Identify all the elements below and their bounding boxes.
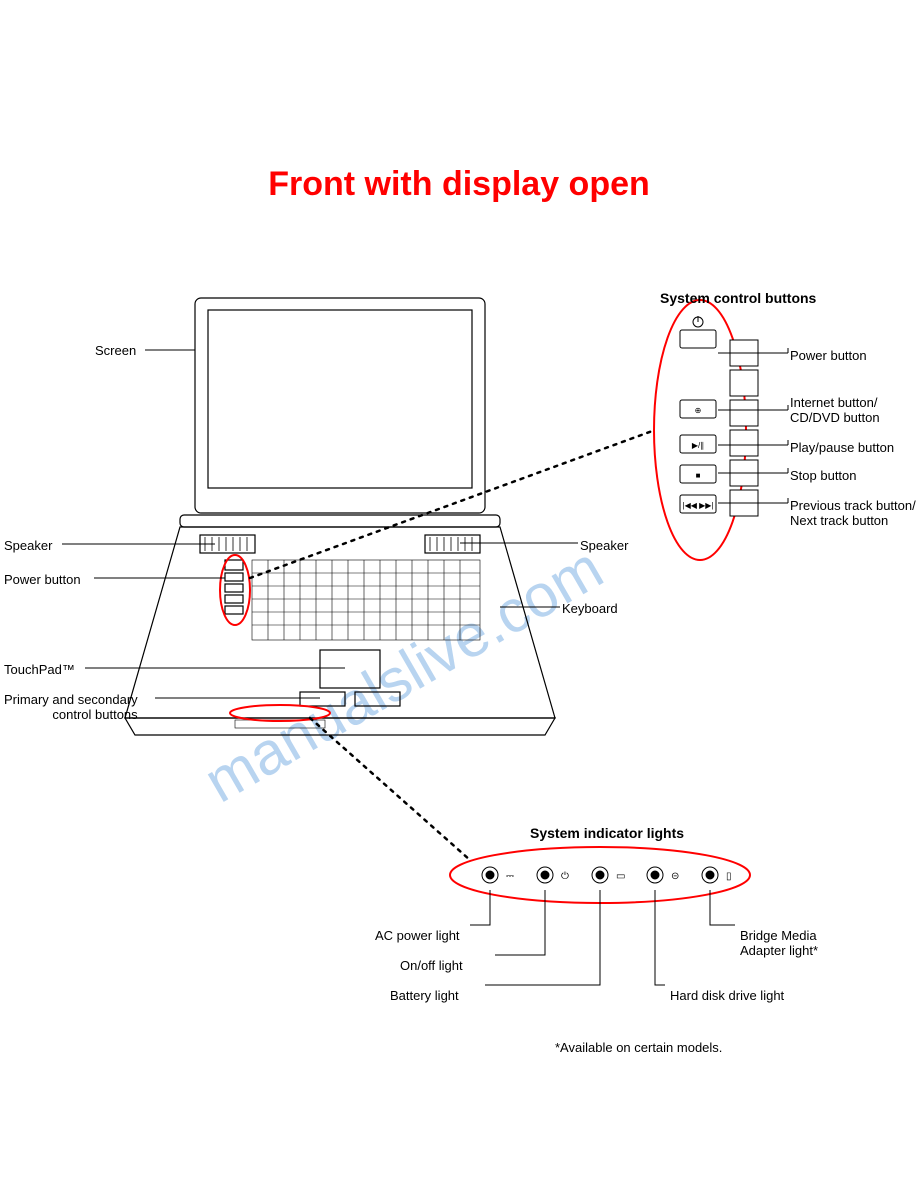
diagram-svg: ⊕ ▶/∥ ■ |◀◀ ▶▶| ⎓ ⏻ ▭ ⊝ ▯	[0, 0, 918, 1188]
label-primary-secondary: Primary and secondarycontrol buttons	[4, 692, 138, 722]
indicator-lights-detail: ⎓ ⏻ ▭ ⊝ ▯	[450, 847, 750, 985]
label-bridge-light: Bridge MediaAdapter light*	[740, 928, 818, 958]
label-keyboard: Keyboard	[562, 601, 618, 616]
label-touchpad: TouchPad™	[4, 662, 75, 677]
svg-text:⏻: ⏻	[561, 871, 569, 882]
label-speaker-right: Speaker	[580, 538, 628, 553]
label-power: Power button	[790, 348, 867, 363]
svg-text:▭: ▭	[616, 871, 625, 882]
control-buttons-detail: ⊕ ▶/∥ ■ |◀◀ ▶▶|	[654, 300, 788, 560]
heading-control-buttons: System control buttons	[660, 290, 816, 306]
svg-text:|◀◀ ▶▶|: |◀◀ ▶▶|	[683, 501, 714, 510]
label-hdd-light: Hard disk drive light	[670, 988, 784, 1003]
laptop-outline	[125, 298, 555, 735]
label-onoff-light: On/off light	[400, 958, 463, 973]
label-internet: Internet button/CD/DVD button	[790, 395, 880, 425]
svg-text:⊝: ⊝	[671, 871, 679, 882]
label-prev-next: Previous track button/Next track button	[790, 498, 916, 528]
heading-indicator-lights: System indicator lights	[530, 825, 684, 841]
svg-text:▯: ▯	[726, 871, 732, 882]
label-speaker-left: Speaker	[4, 538, 52, 553]
footnote: *Available on certain models.	[555, 1040, 722, 1055]
svg-text:■: ■	[696, 471, 701, 480]
leader-lines-left	[62, 350, 345, 698]
label-play: Play/pause button	[790, 440, 894, 455]
svg-text:⎓: ⎓	[506, 871, 514, 882]
laptop-highlight-ellipses	[220, 555, 330, 721]
dotted-connectors	[250, 430, 655, 860]
label-stop: Stop button	[790, 468, 857, 483]
label-power-button: Power button	[4, 572, 81, 587]
svg-text:▶/∥: ▶/∥	[692, 441, 704, 450]
label-ac-power-light: AC power light	[375, 928, 460, 943]
label-screen: Screen	[95, 343, 136, 358]
svg-text:⊕: ⊕	[695, 406, 702, 415]
label-battery-light: Battery light	[390, 988, 459, 1003]
